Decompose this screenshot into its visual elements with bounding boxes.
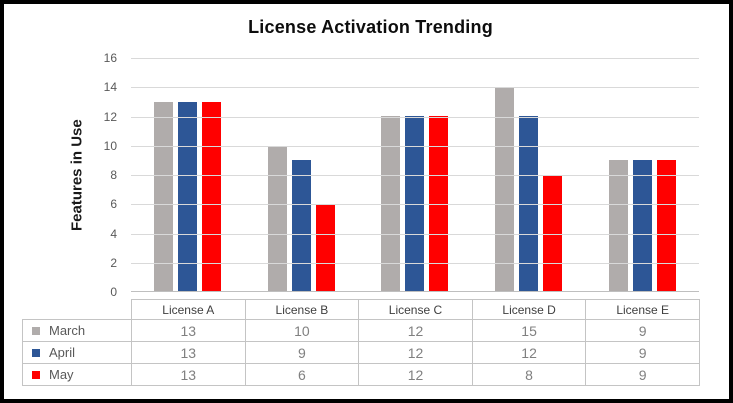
value-cell-april-license-e: 9 xyxy=(585,341,700,364)
y-tick-label: 6 xyxy=(110,197,117,212)
bar-march-license-a xyxy=(154,102,174,292)
bar-group-license-e xyxy=(585,58,699,292)
legend-label: April xyxy=(49,345,76,360)
column-header-license-d: License D xyxy=(471,299,587,320)
bar-april-license-a xyxy=(178,102,198,292)
value-cell-march-license-c: 12 xyxy=(358,319,473,342)
value-cell-april-license-a: 13 xyxy=(131,341,246,364)
bar-april-license-b xyxy=(291,160,311,292)
bar-april-license-d xyxy=(519,116,539,292)
bar-may-license-a xyxy=(202,102,222,292)
y-tick-label: 12 xyxy=(103,109,117,124)
gridline xyxy=(131,87,699,89)
value-cell-march-license-e: 9 xyxy=(585,319,700,342)
value-cell-may-license-d: 8 xyxy=(471,363,587,386)
data-table: License A License B License C License D Lice… xyxy=(22,299,700,386)
bar-march-license-c xyxy=(381,116,401,292)
value-cell-march-license-d: 15 xyxy=(471,319,587,342)
value-cell-april-license-c: 12 xyxy=(358,341,473,364)
value-cell-may-license-c: 12 xyxy=(358,363,473,386)
gridline xyxy=(131,58,699,59)
y-tick-label: 0 xyxy=(110,285,117,299)
plot-area xyxy=(131,58,699,292)
legend-item-may: May xyxy=(22,363,132,386)
table-row-may: May 13 6 12 8 9 xyxy=(22,363,700,386)
value-cell-may-license-b: 6 xyxy=(244,363,360,386)
bar-march-license-e xyxy=(608,160,628,292)
gridline xyxy=(131,175,699,176)
value-cell-may-license-e: 9 xyxy=(585,363,700,386)
gridline xyxy=(131,262,699,264)
value-cell-march-license-a: 13 xyxy=(131,319,246,342)
bar-march-license-d xyxy=(495,87,515,292)
table-row-march: March 13 10 12 15 9 xyxy=(22,319,700,342)
table-corner-cell xyxy=(22,299,132,320)
value-cell-may-license-a: 13 xyxy=(131,363,246,386)
legend-label: May xyxy=(49,367,74,382)
bar-may-license-b xyxy=(315,204,335,292)
legend-item-april: April xyxy=(22,341,132,364)
legend-key-swatch-may xyxy=(32,370,40,379)
y-tick-label: 10 xyxy=(103,138,117,153)
gridline xyxy=(131,233,699,235)
y-tick-label: 8 xyxy=(110,168,117,182)
value-cell-april-license-b: 9 xyxy=(244,341,360,364)
gridline xyxy=(131,116,699,118)
gridline xyxy=(131,204,699,206)
bar-group-license-c xyxy=(358,58,472,292)
table-row-april: April 13 9 12 12 9 xyxy=(22,341,700,364)
column-header-license-c: License C xyxy=(358,299,473,320)
y-tick-label: 4 xyxy=(110,226,117,241)
y-tick-label: 16 xyxy=(103,51,117,65)
value-cell-april-license-d: 12 xyxy=(471,341,587,364)
chart-title: License Activation Trending xyxy=(248,17,493,37)
bar-series-container xyxy=(131,58,699,292)
y-tick-label: 2 xyxy=(110,255,117,270)
column-header-license-e: License E xyxy=(585,299,700,320)
bar-may-license-e xyxy=(656,160,676,292)
bar-group-license-a xyxy=(131,58,245,292)
bar-group-license-b xyxy=(245,58,359,292)
x-axis-line xyxy=(131,291,699,292)
bar-march-license-b xyxy=(267,146,287,292)
bar-may-license-c xyxy=(429,116,449,292)
column-header-license-a: License A xyxy=(131,299,246,320)
legend-item-march: March xyxy=(22,319,132,342)
legend-label: March xyxy=(49,323,86,338)
legend-key-swatch-march xyxy=(32,326,40,335)
gridline xyxy=(131,145,699,147)
legend-key-swatch-april xyxy=(32,348,40,357)
y-tick-label: 14 xyxy=(103,80,117,95)
column-header-license-b: License B xyxy=(244,299,360,320)
bar-april-license-c xyxy=(405,116,425,292)
value-cell-march-license-b: 10 xyxy=(244,319,360,342)
bar-april-license-e xyxy=(632,160,652,292)
